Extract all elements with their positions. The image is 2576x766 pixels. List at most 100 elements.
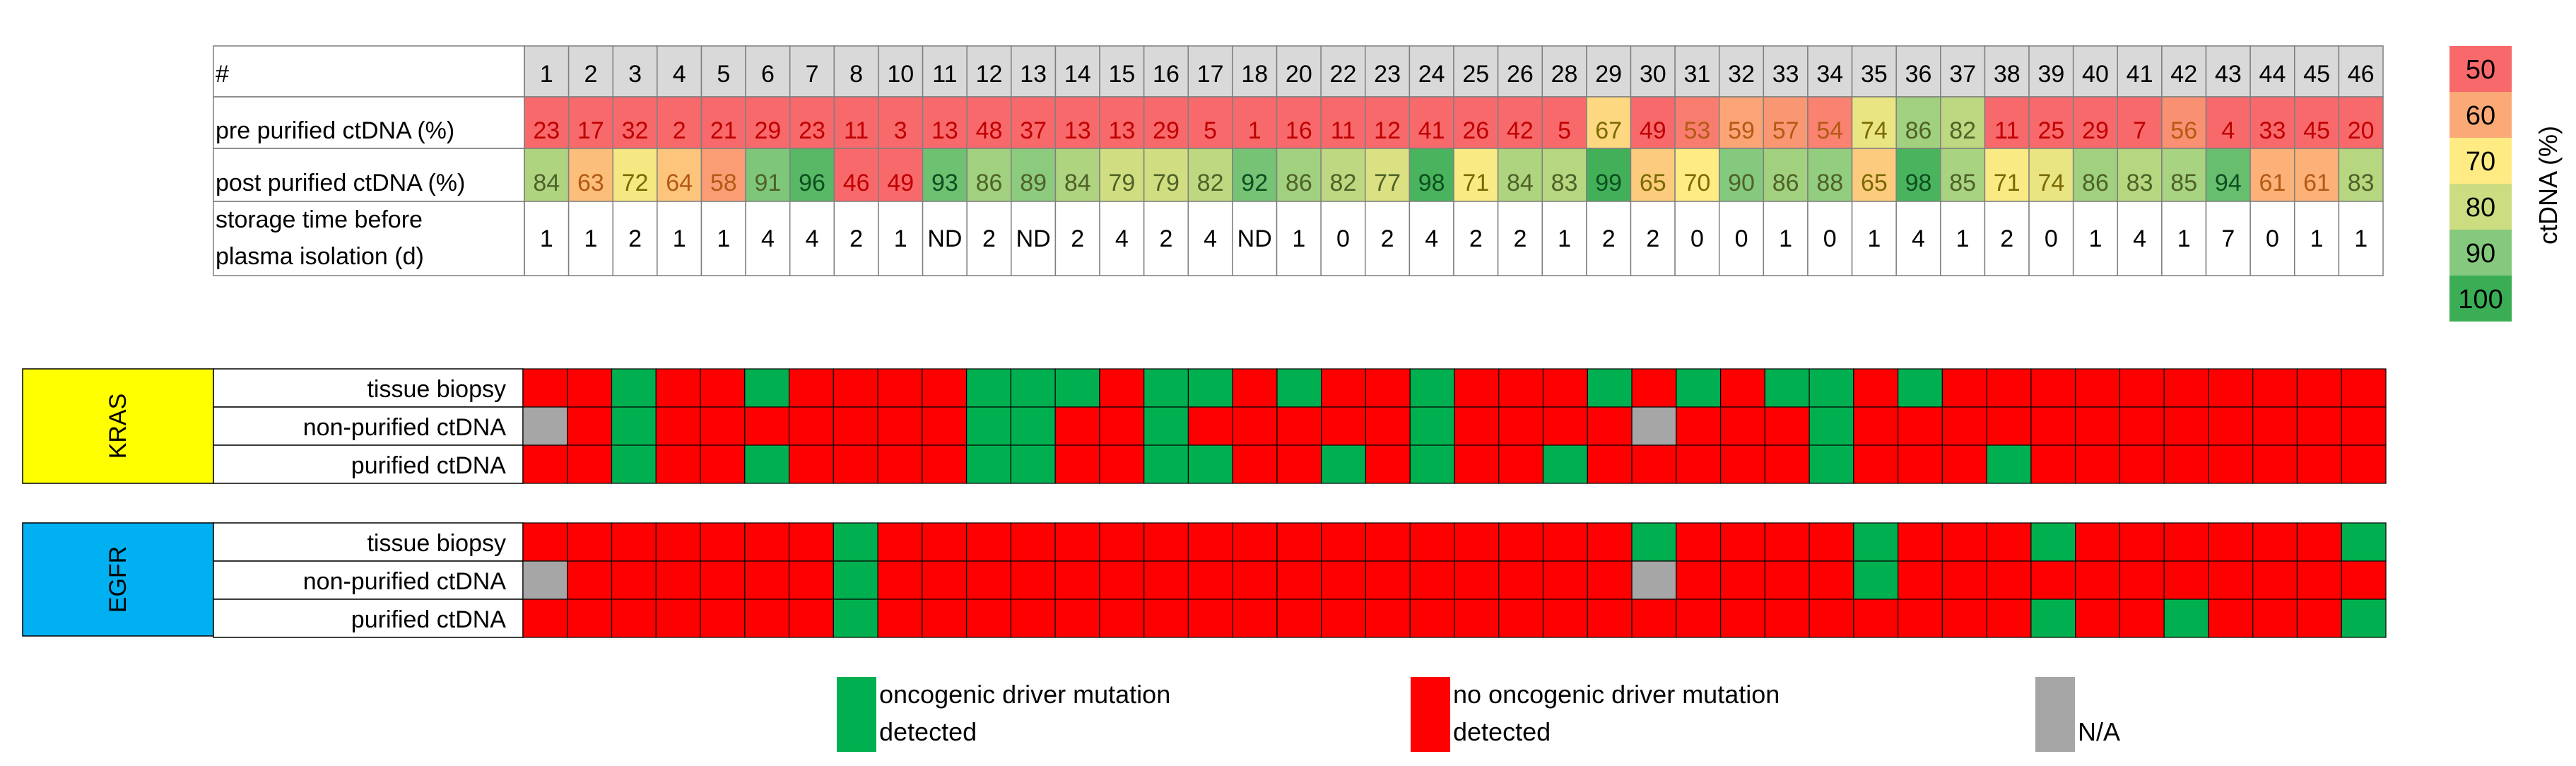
pre-purified-value: 2: [673, 117, 686, 144]
sample-number: 44: [2259, 61, 2286, 88]
mutation-status-cell: [1898, 368, 1943, 408]
mutation-status-cell: [1099, 406, 1145, 446]
storage-value: 2: [1071, 225, 1084, 252]
mutation-status-cell: [1010, 406, 1056, 446]
mutation-status-cell: [611, 368, 657, 408]
post-purified-cell: [1895, 148, 1941, 202]
pre-purified-value: 16: [1286, 117, 1312, 144]
pre-purified-cell: [567, 96, 613, 149]
mutation-status-cell: [700, 406, 746, 446]
mutation-status-cell: [1054, 444, 1100, 484]
mutation-status-cell: [1365, 444, 1411, 484]
storage-value: 1: [584, 225, 597, 252]
mutation-status-cell: [1054, 368, 1100, 408]
storage-value: 0: [2045, 225, 2058, 252]
post-purified-value: 71: [1462, 170, 1489, 196]
post-purified-cell: [1011, 148, 1057, 202]
kras-gene-box: [22, 368, 214, 484]
mutation-status-cell: [966, 444, 1011, 484]
storage-value: 4: [1912, 225, 1925, 252]
pre-purified-cell: [1807, 96, 1853, 149]
post-purified-value: 74: [2037, 170, 2064, 196]
mutation-status-cell: [1986, 406, 2032, 446]
mutation-status-cell: [1941, 599, 1987, 638]
pre-purified-cell: [1011, 96, 1057, 149]
pre-purified-cell: [2161, 96, 2207, 149]
mutation-status-cell: [1187, 368, 1233, 408]
status-row-label-cell: [213, 560, 524, 600]
mutation-status-cell: [788, 406, 834, 446]
mutation-status-cell: [700, 599, 746, 638]
sample-number: 45: [2303, 61, 2330, 88]
storage-value: 2: [1160, 225, 1173, 252]
post-purified-value: 63: [577, 170, 604, 196]
storage-value: 1: [1867, 225, 1881, 252]
pre-purified-value: 49: [1640, 117, 1666, 144]
pre-purified-value: 33: [2259, 117, 2286, 144]
pre-purified-value: 5: [1558, 117, 1571, 144]
color-scale-swatch: [2449, 184, 2512, 230]
egfr-section: EGFR tissue biopsy non-purified ctDNA puri…: [22, 522, 2387, 638]
pre-purified-value: 13: [1064, 117, 1091, 144]
pre-purified-cell: [1984, 96, 2030, 149]
sample-number: 32: [1728, 61, 1755, 88]
mutation-status-cell: [833, 406, 878, 446]
sample-number: 43: [2215, 61, 2242, 88]
mutation-status-cell: [1498, 444, 1544, 484]
pre-purified-value: 59: [1728, 117, 1755, 144]
mutation-status-cell: [2030, 560, 2076, 600]
storage-value: 1: [2354, 225, 2368, 252]
post-purified-cell: [1630, 148, 1676, 202]
mutation-status-cell: [2296, 599, 2342, 638]
pre-purified-cell: [2072, 96, 2119, 149]
mutation-status-cell: [744, 522, 790, 562]
mutation-status-cell: [1054, 406, 1100, 446]
mutation-status-cell: [1898, 560, 1943, 600]
mutation-status-cell: [655, 406, 701, 446]
mutation-status-cell: [1587, 522, 1633, 562]
mutation-status-cell: [2075, 406, 2121, 446]
mutation-status-cell: [2163, 368, 2209, 408]
legend-label: no oncogenic driver mutation: [1453, 680, 1780, 709]
mutation-status-cell: [1099, 444, 1145, 484]
post-purified-cell: [833, 148, 879, 202]
mutation-status-cell: [1941, 444, 1987, 484]
mutation-status-cell: [2208, 444, 2254, 484]
post-purified-value: 86: [1772, 170, 1799, 196]
storage-cell: [1232, 201, 1278, 276]
color-scale-value: 90: [2466, 239, 2495, 269]
storage-value: 1: [1956, 225, 1970, 252]
storage-cell: [1851, 201, 1897, 276]
sample-number: 7: [806, 61, 819, 88]
storage-cell: [1940, 201, 1986, 276]
storage-value: ND: [1237, 225, 1272, 252]
storage-cell: [1586, 201, 1632, 276]
mutation-status-cell: [922, 522, 968, 562]
mutation-status-cell: [2341, 444, 2387, 484]
post-purified-value: 83: [2127, 170, 2153, 196]
post-purified-value: 85: [2170, 170, 2197, 196]
color-scale-swatch: [2449, 276, 2512, 322]
mutation-status-cell: [1321, 406, 1367, 446]
mutation-status-cell: [2075, 599, 2121, 638]
storage-cell: [1718, 201, 1765, 276]
storage-cell: [2161, 201, 2207, 276]
sample-number: 14: [1064, 61, 1091, 88]
status-row-label-cell: [213, 522, 524, 562]
post-purified-value: 61: [2303, 170, 2330, 196]
post-purified-cell: [1674, 148, 1720, 202]
post-purified-value: 83: [2348, 170, 2375, 196]
storage-cell: [612, 201, 658, 276]
mutation-status-cell: [833, 444, 878, 484]
mutation-status-cell: [877, 560, 923, 600]
status-row-label: purified ctDNA: [351, 452, 507, 479]
mutation-status-cell: [1809, 368, 1854, 408]
sample-number: 8: [849, 61, 863, 88]
mutation-status-cell: [1143, 522, 1189, 562]
status-row-label: non-purified ctDNA: [303, 414, 507, 441]
storage-value: 1: [2089, 225, 2102, 252]
pre-purified-cell: [1630, 96, 1676, 149]
mutation-status-cell: [1986, 444, 2032, 484]
mutation-status-cell: [2341, 406, 2387, 446]
storage-value: ND: [1016, 225, 1051, 252]
